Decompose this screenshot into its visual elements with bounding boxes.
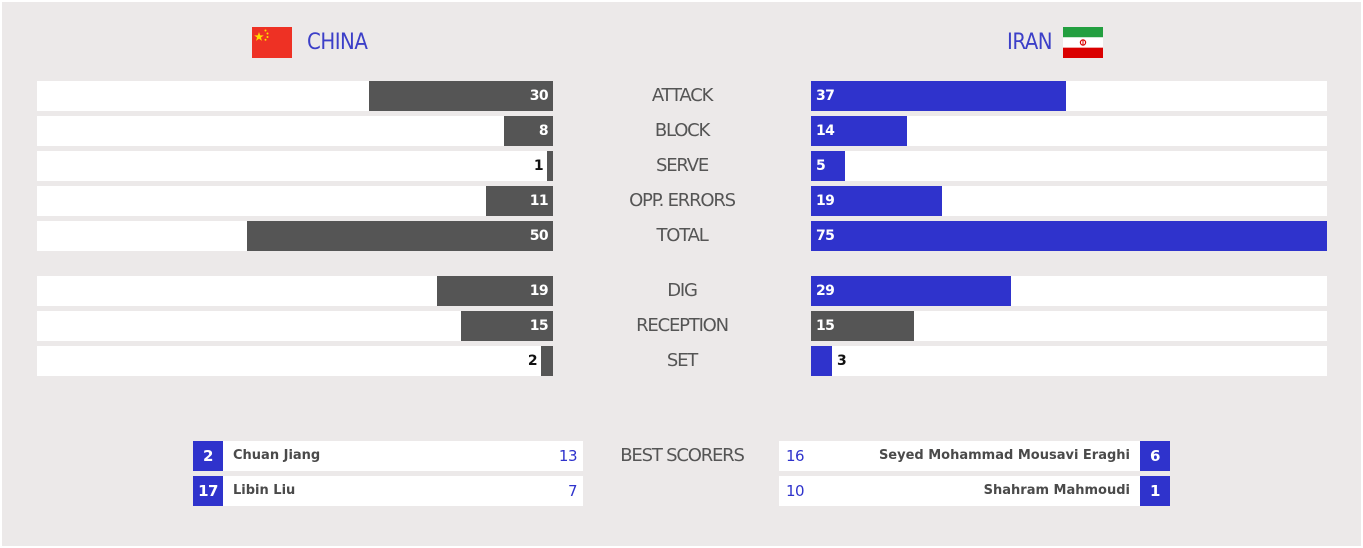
- player-points: 16: [786, 447, 805, 465]
- stat-label: TOTAL: [656, 225, 708, 246]
- player-number: 17: [193, 476, 223, 506]
- away-stat-bar: [811, 276, 1011, 306]
- home-stat-track: [37, 346, 553, 376]
- away-stat-value: 3: [837, 353, 847, 369]
- home-stat-bar: [547, 151, 553, 181]
- player-name: Libin Liu: [233, 483, 296, 498]
- away-stat-bar: [811, 311, 914, 341]
- home-scorer-row: 17 Libin Liu 7: [193, 476, 583, 506]
- away-stat-value: 14: [816, 123, 835, 139]
- home-team-name: CHINA: [307, 30, 368, 55]
- player-points: 13: [558, 447, 578, 465]
- away-stat-bar: [811, 221, 1327, 251]
- away-stat-bar: [811, 346, 832, 376]
- home-stat-value: 30: [529, 88, 549, 104]
- away-stat-bar: [811, 116, 907, 146]
- player-number: 2: [193, 441, 223, 471]
- home-stat-value: 50: [529, 228, 549, 244]
- home-stat-value: 19: [529, 283, 549, 299]
- home-stat-bar: [461, 311, 553, 341]
- home-stat-bar: [486, 186, 553, 216]
- best-scorers-label: BEST SCORERS: [620, 445, 745, 466]
- stat-label: RECEPTION: [636, 315, 729, 336]
- player-points: 7: [567, 482, 578, 500]
- player-name: Seyed Mohammad Mousavi Eraghi: [878, 448, 1130, 463]
- home-stat-bar: [437, 276, 553, 306]
- away-stat-track: [811, 151, 1327, 181]
- away-scorer-row: 16 Seyed Mohammad Mousavi Eraghi 6: [779, 441, 1170, 471]
- player-name: Chuan Jiang: [233, 448, 321, 463]
- iran-flag-icon: [1063, 27, 1103, 58]
- home-stat-bar: [541, 346, 553, 376]
- player-name: Shahram Mahmoudi: [983, 483, 1130, 498]
- stat-label: BLOCK: [654, 120, 710, 141]
- home-stat-track: [37, 151, 553, 181]
- stat-label: ATTACK: [651, 85, 714, 106]
- away-stat-value: 37: [816, 88, 835, 104]
- player-number: 6: [1140, 441, 1170, 471]
- home-scorer-row: 2 Chuan Jiang 13: [193, 441, 583, 471]
- away-stat-track: [811, 346, 1327, 376]
- home-stat-value: 2: [527, 353, 538, 369]
- home-stat-track: [37, 116, 553, 146]
- away-stat-value: 75: [816, 228, 835, 244]
- home-stat-bar: [247, 221, 553, 251]
- stat-label: OPP. ERRORS: [629, 190, 736, 211]
- player-number: 1: [1140, 476, 1170, 506]
- away-stat-value: 19: [816, 193, 835, 209]
- stat-label: SERVE: [655, 155, 709, 176]
- player-points: 10: [786, 482, 805, 500]
- away-team-name: IRAN: [1007, 30, 1053, 55]
- away-stat-bar: [811, 81, 1066, 111]
- away-stat-bar: [811, 151, 845, 181]
- away-scorer-row: 10 Shahram Mahmoudi 1: [779, 476, 1170, 506]
- home-stat-value: 1: [533, 158, 544, 174]
- away-stat-bar: [811, 186, 942, 216]
- home-stat-track: [37, 186, 553, 216]
- away-stat-value: 29: [816, 283, 835, 299]
- away-stat-value: 15: [816, 318, 835, 334]
- away-stat-value: 5: [816, 158, 826, 174]
- stat-label: DIG: [667, 280, 698, 301]
- home-stat-value: 11: [529, 193, 549, 209]
- home-stat-value: 15: [529, 318, 549, 334]
- home-stat-value: 8: [538, 123, 549, 139]
- china-flag-icon: [252, 27, 292, 58]
- stat-label: SET: [666, 350, 698, 371]
- home-stat-bar: [369, 81, 553, 111]
- home-stat-bar: [504, 116, 553, 146]
